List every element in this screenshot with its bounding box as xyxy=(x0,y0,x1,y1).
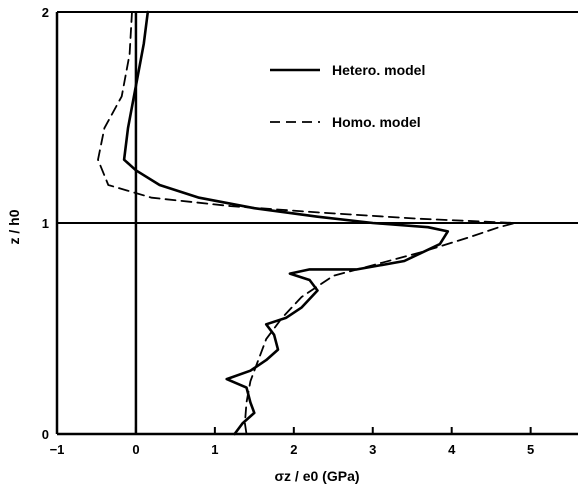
x-tick-label: 2 xyxy=(290,442,297,457)
x-tick-label: 0 xyxy=(132,442,139,457)
y-tick-label: 2 xyxy=(42,5,49,20)
homo-model-curve xyxy=(97,11,516,435)
x-tick-label: 3 xyxy=(369,442,376,457)
legend-label-homo: Homo. model xyxy=(332,114,421,130)
y-axis-label: z / h0 xyxy=(6,209,22,244)
y-tick-label: 0 xyxy=(42,427,49,442)
y-tick-label: 1 xyxy=(42,216,49,231)
x-tick-label: 4 xyxy=(448,442,456,457)
x-tick-label: 1 xyxy=(211,442,218,457)
plot-lines xyxy=(97,10,516,436)
x-axis-label: σz / e0 (GPa) xyxy=(274,468,359,484)
reference-lines xyxy=(57,12,578,434)
hetero-model-curve xyxy=(122,10,450,436)
legend: Hetero. model Homo. model xyxy=(270,62,425,130)
x-tick-label: 5 xyxy=(527,442,534,457)
legend-label-hetero: Hetero. model xyxy=(332,62,425,78)
x-tick-label: −1 xyxy=(50,442,65,457)
